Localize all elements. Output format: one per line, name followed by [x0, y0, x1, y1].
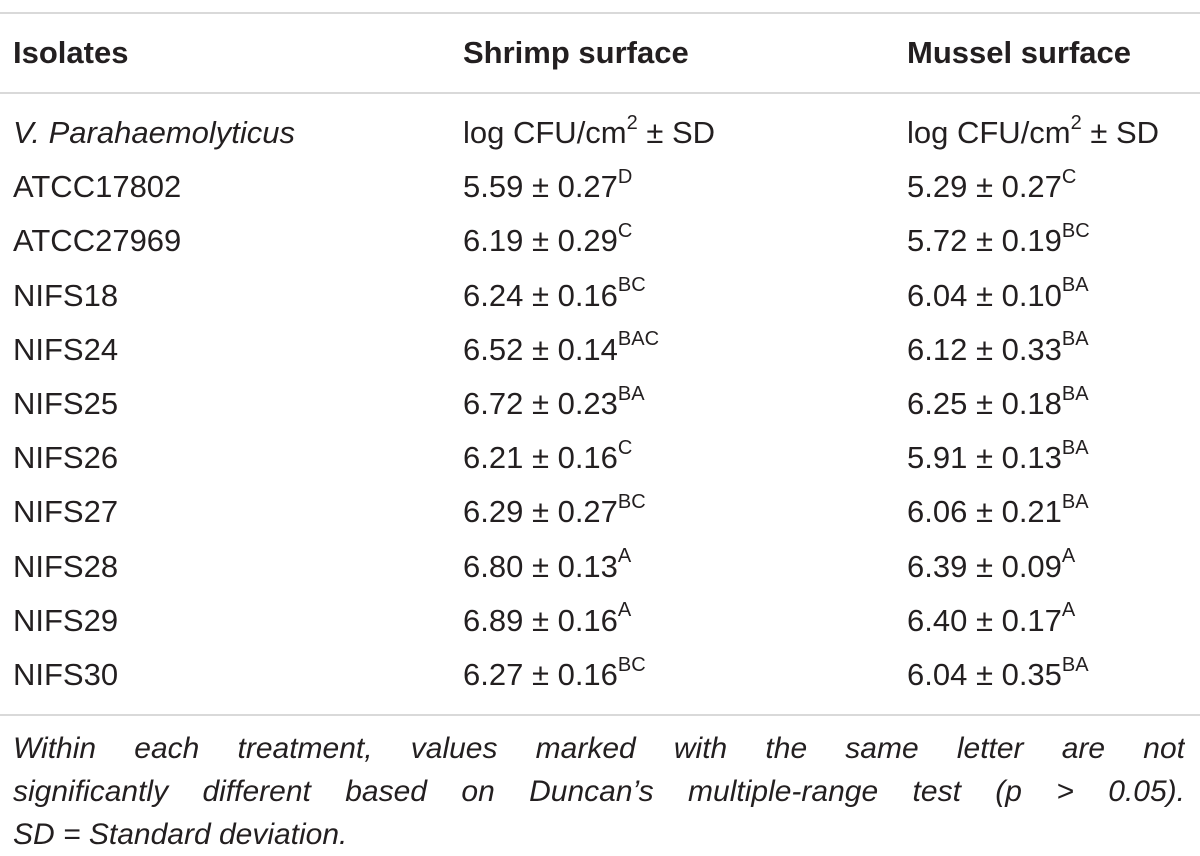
mussel-value-cell: 6.04 ± 0.10BA — [907, 269, 1089, 323]
mussel-significance-letter: BA — [1061, 653, 1089, 676]
table-row: NIFS29 6.89 ± 0.16A 6.40 ± 0.17A — [0, 594, 1200, 648]
table-body: V. Parahaemolyticus log CFU/cm2 ± SD log… — [0, 106, 1200, 702]
mussel-significance-letter: A — [1061, 599, 1076, 622]
header-rule — [0, 92, 1200, 94]
species-label: V. Parahaemolyticus — [13, 115, 295, 150]
isolate-cell: NIFS27 — [13, 494, 119, 530]
mussel-value: 6.04 ± 0.35 — [907, 656, 1062, 692]
mussel-significance-letter: BA — [1061, 382, 1089, 405]
isolate-cell: NIFS25 — [13, 385, 119, 421]
table-row: NIFS28 6.80 ± 0.13A 6.39 ± 0.09A — [0, 540, 1200, 594]
header-shrimp-surface: Shrimp surface — [463, 35, 689, 70]
footnote-line-1: Within each treatment, values marked wit… — [13, 732, 1185, 765]
shrimp-value: 6.80 ± 0.13 — [463, 548, 618, 584]
mussel-value: 6.06 ± 0.21 — [907, 494, 1062, 530]
mussel-value-cell: 6.25 ± 0.18BA — [907, 377, 1089, 431]
isolate-cell: NIFS30 — [13, 656, 119, 692]
shrimp-significance-letter: A — [617, 599, 632, 622]
mussel-value-cell: 5.91 ± 0.13BA — [907, 431, 1089, 485]
mussel-significance-letter: BC — [1061, 220, 1090, 243]
footnote-line-3: SD = Standard deviation. — [13, 818, 348, 851]
shrimp-significance-letter: C — [617, 220, 633, 243]
isolate-cell: ATCC27969 — [13, 223, 182, 259]
mussel-value-cell: 5.72 ± 0.19BC — [907, 214, 1090, 268]
shrimp-value-cell: 6.52 ± 0.14BAC — [463, 323, 659, 377]
mussel-value: 5.72 ± 0.19 — [907, 223, 1062, 259]
table-row: NIFS27 6.29 ± 0.27BC 6.06 ± 0.21BA — [0, 485, 1200, 539]
shrimp-value: 6.72 ± 0.23 — [463, 385, 618, 421]
mussel-significance-letter: BA — [1061, 328, 1089, 351]
table-row: NIFS30 6.27 ± 0.16BC 6.04 ± 0.35BA — [0, 648, 1200, 702]
shrimp-value-cell: 6.19 ± 0.29C — [463, 214, 632, 268]
mussel-value-cell: 6.06 ± 0.21BA — [907, 485, 1089, 539]
isolate-cell: NIFS24 — [13, 331, 119, 367]
mussel-value-cell: 6.40 ± 0.17A — [907, 594, 1075, 648]
shrimp-value: 6.24 ± 0.16 — [463, 277, 618, 313]
shrimp-value: 5.59 ± 0.27 — [463, 169, 618, 205]
shrimp-value-cell: 6.72 ± 0.23BA — [463, 377, 645, 431]
isolate-cell: NIFS29 — [13, 602, 119, 638]
isolate-cell: ATCC17802 — [13, 169, 182, 205]
shrimp-significance-letter: BAC — [617, 328, 660, 351]
shrimp-value-cell: 5.59 ± 0.27D — [463, 160, 632, 214]
shrimp-value-cell: 6.29 ± 0.27BC — [463, 485, 646, 539]
shrimp-significance-letter: D — [617, 165, 633, 188]
shrimp-value: 6.19 ± 0.29 — [463, 223, 618, 259]
isolate-cell: NIFS18 — [13, 277, 119, 313]
mussel-unit: log CFU/cm2 ± SD — [907, 111, 1160, 150]
shrimp-significance-letter: C — [617, 436, 633, 459]
footnote-line-2: significantly different based on Duncan’… — [13, 775, 1185, 808]
table-row: NIFS24 6.52 ± 0.14BAC 6.12 ± 0.33BA — [0, 323, 1200, 377]
mussel-value-cell: 6.12 ± 0.33BA — [907, 323, 1089, 377]
shrimp-significance-letter: A — [617, 545, 632, 568]
shrimp-value: 6.52 ± 0.14 — [463, 331, 618, 367]
mussel-value: 6.39 ± 0.09 — [907, 548, 1062, 584]
isolate-cell: NIFS28 — [13, 548, 119, 584]
shrimp-value: 6.21 ± 0.16 — [463, 440, 618, 476]
shrimp-value-cell: 6.89 ± 0.16A — [463, 594, 631, 648]
shrimp-significance-letter: BA — [617, 382, 645, 405]
mussel-significance-letter: BA — [1061, 436, 1089, 459]
header-isolates: Isolates — [13, 35, 129, 70]
shrimp-significance-letter: BC — [617, 490, 646, 513]
shrimp-value-cell: 6.21 ± 0.16C — [463, 431, 632, 485]
shrimp-value: 6.89 ± 0.16 — [463, 602, 618, 638]
shrimp-value: 6.27 ± 0.16 — [463, 656, 618, 692]
mussel-value-cell: 6.04 ± 0.35BA — [907, 648, 1089, 702]
shrimp-unit: log CFU/cm2 ± SD — [463, 111, 716, 150]
mussel-value: 5.29 ± 0.27 — [907, 169, 1062, 205]
mussel-value-cell: 6.39 ± 0.09A — [907, 540, 1075, 594]
shrimp-significance-letter: BC — [617, 653, 646, 676]
mussel-value: 6.04 ± 0.10 — [907, 277, 1062, 313]
mussel-value-cell: 5.29 ± 0.27C — [907, 160, 1076, 214]
table-row: NIFS18 6.24 ± 0.16BC 6.04 ± 0.10BA — [0, 269, 1200, 323]
mussel-value: 5.91 ± 0.13 — [907, 440, 1062, 476]
shrimp-significance-letter: BC — [617, 274, 646, 297]
shrimp-value-cell: 6.27 ± 0.16BC — [463, 648, 646, 702]
mussel-significance-letter: C — [1061, 165, 1077, 188]
isolate-cell: NIFS26 — [13, 440, 119, 476]
shrimp-value-cell: 6.24 ± 0.16BC — [463, 269, 646, 323]
table-row: NIFS25 6.72 ± 0.23BA 6.25 ± 0.18BA — [0, 377, 1200, 431]
mussel-significance-letter: BA — [1061, 274, 1089, 297]
mussel-significance-letter: BA — [1061, 490, 1089, 513]
mussel-significance-letter: A — [1061, 545, 1076, 568]
shrimp-value: 6.29 ± 0.27 — [463, 494, 618, 530]
mussel-value: 6.25 ± 0.18 — [907, 385, 1062, 421]
table-footnote: Within each treatment, values marked wit… — [13, 727, 1185, 856]
table-row: ATCC27969 6.19 ± 0.29C 5.72 ± 0.19BC — [0, 214, 1200, 268]
bottom-rule — [0, 714, 1200, 716]
table-row: ATCC17802 5.59 ± 0.27D 5.29 ± 0.27C — [0, 160, 1200, 214]
table-row: NIFS26 6.21 ± 0.16C 5.91 ± 0.13BA — [0, 431, 1200, 485]
mussel-value: 6.12 ± 0.33 — [907, 331, 1062, 367]
top-rule — [0, 12, 1200, 14]
mussel-value: 6.40 ± 0.17 — [907, 602, 1062, 638]
shrimp-value-cell: 6.80 ± 0.13A — [463, 540, 631, 594]
unit-row: V. Parahaemolyticus log CFU/cm2 ± SD log… — [0, 106, 1200, 160]
header-mussel-surface: Mussel surface — [907, 35, 1131, 70]
